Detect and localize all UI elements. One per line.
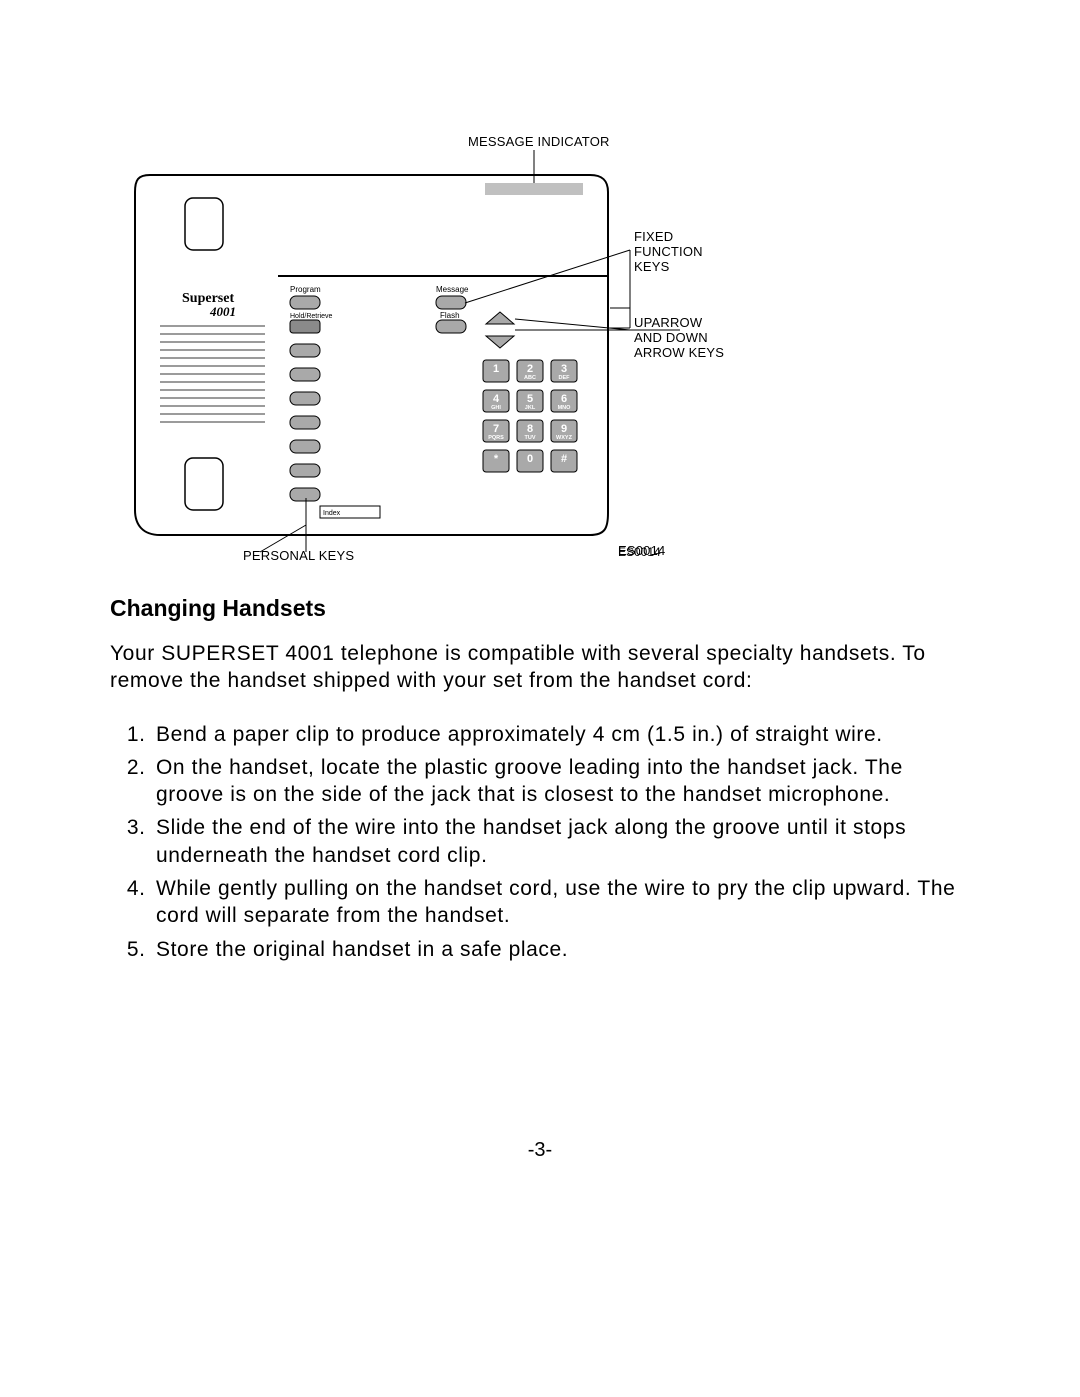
- svg-text:3: 3: [561, 363, 567, 375]
- svg-text:6: 6: [561, 393, 567, 405]
- svg-text:0: 0: [527, 453, 533, 465]
- svg-text:JKL: JKL: [525, 405, 536, 411]
- caption-message-indicator: MESSAGE INDICATOR: [468, 135, 610, 150]
- svg-text:*: *: [494, 453, 499, 465]
- svg-text:MNO: MNO: [558, 405, 572, 411]
- svg-text:GHI: GHI: [491, 405, 501, 411]
- svg-text:#: #: [561, 453, 567, 465]
- caption-personal-keys: PERSONAL KEYS: [243, 549, 354, 564]
- step-item: While gently pulling on the handset cord…: [152, 875, 970, 930]
- svg-text:ABC: ABC: [524, 375, 536, 381]
- step-item: On the handset, locate the plastic groov…: [152, 754, 970, 809]
- steps-list: Bend a paper clip to produce approximate…: [110, 721, 970, 963]
- svg-text:PQRS: PQRS: [488, 435, 504, 441]
- step-item: Bend a paper clip to produce approximate…: [152, 721, 970, 748]
- svg-text:9: 9: [561, 423, 567, 435]
- page-number: -3-: [0, 1139, 1080, 1162]
- svg-text:1: 1: [493, 363, 499, 375]
- svg-text:Flash: Flash: [440, 311, 460, 320]
- svg-text:DEF: DEF: [559, 375, 571, 381]
- diagram-model-code: ES0014: [618, 544, 665, 559]
- svg-text:Message: Message: [436, 285, 469, 294]
- caption-fixed-keys: FIXED FUNCTION KEYS: [634, 230, 703, 275]
- svg-text:Index: Index: [323, 510, 341, 517]
- svg-text:Program: Program: [290, 285, 321, 294]
- svg-text:8: 8: [527, 423, 533, 435]
- svg-text:4001: 4001: [209, 304, 236, 319]
- svg-text:7: 7: [493, 423, 499, 435]
- phone-diagram: Superset 4001: [110, 130, 970, 560]
- svg-text:5: 5: [527, 393, 533, 405]
- step-item: Slide the end of the wire into the hands…: [152, 814, 970, 869]
- section-intro: Your SUPERSET 4001 telephone is compatib…: [110, 640, 970, 695]
- svg-text:2: 2: [527, 363, 533, 375]
- svg-text:Hold/Retrieve: Hold/Retrieve: [290, 313, 333, 320]
- svg-text:TUV: TUV: [525, 435, 536, 441]
- caption-arrow-keys: UPARROW AND DOWN ARROW KEYS: [634, 316, 724, 361]
- section-heading: Changing Handsets: [110, 595, 970, 622]
- step-item: Store the original handset in a safe pla…: [152, 936, 970, 963]
- svg-text:WXYZ: WXYZ: [556, 435, 573, 441]
- svg-text:4: 4: [493, 393, 500, 405]
